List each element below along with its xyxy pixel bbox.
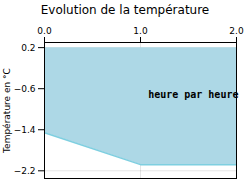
svg-text:heure par heure: heure par heure [148,89,238,100]
svg-text:0.2: 0.2 [21,43,35,53]
svg-text:1.0: 1.0 [133,26,148,36]
svg-text:−2.2: −2.2 [14,166,36,176]
html-text:Evolution de la température: Evolution de la température [40,3,210,17]
svg-text:2.0: 2.0 [229,26,244,36]
svg-text:Température en °C: Température en °C [2,68,12,154]
svg-text:−0.6: −0.6 [14,84,36,94]
svg-text:0.0: 0.0 [37,26,52,36]
svg-text:−1.4: −1.4 [14,125,36,135]
